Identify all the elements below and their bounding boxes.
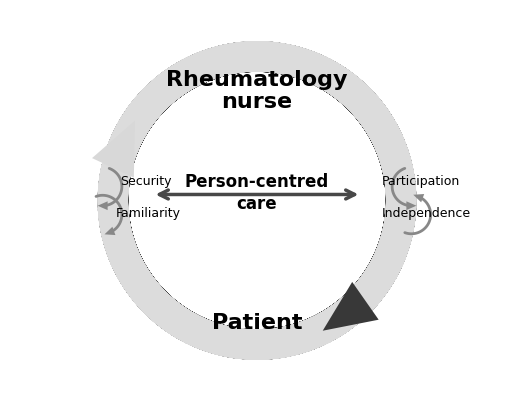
- Text: care: care: [236, 195, 278, 213]
- Text: nurse: nurse: [222, 92, 292, 112]
- Polygon shape: [98, 41, 416, 360]
- Text: Person-centred: Person-centred: [185, 174, 329, 191]
- Polygon shape: [413, 194, 424, 203]
- Polygon shape: [98, 41, 416, 360]
- Polygon shape: [98, 41, 416, 360]
- Polygon shape: [98, 201, 107, 210]
- Text: Familiarity: Familiarity: [116, 207, 181, 220]
- Polygon shape: [98, 41, 416, 360]
- Text: Security: Security: [120, 175, 171, 188]
- Polygon shape: [98, 41, 416, 360]
- Text: Participation: Participation: [382, 175, 461, 188]
- Polygon shape: [92, 121, 135, 178]
- Text: Rheumatology: Rheumatology: [166, 70, 348, 90]
- Polygon shape: [98, 41, 416, 360]
- Text: Independence: Independence: [382, 207, 471, 220]
- Polygon shape: [407, 201, 416, 210]
- Polygon shape: [104, 227, 116, 235]
- Polygon shape: [98, 41, 416, 360]
- Polygon shape: [323, 282, 379, 331]
- Polygon shape: [98, 41, 416, 360]
- Text: Patient: Patient: [212, 313, 302, 333]
- Polygon shape: [98, 41, 416, 360]
- Polygon shape: [98, 41, 416, 360]
